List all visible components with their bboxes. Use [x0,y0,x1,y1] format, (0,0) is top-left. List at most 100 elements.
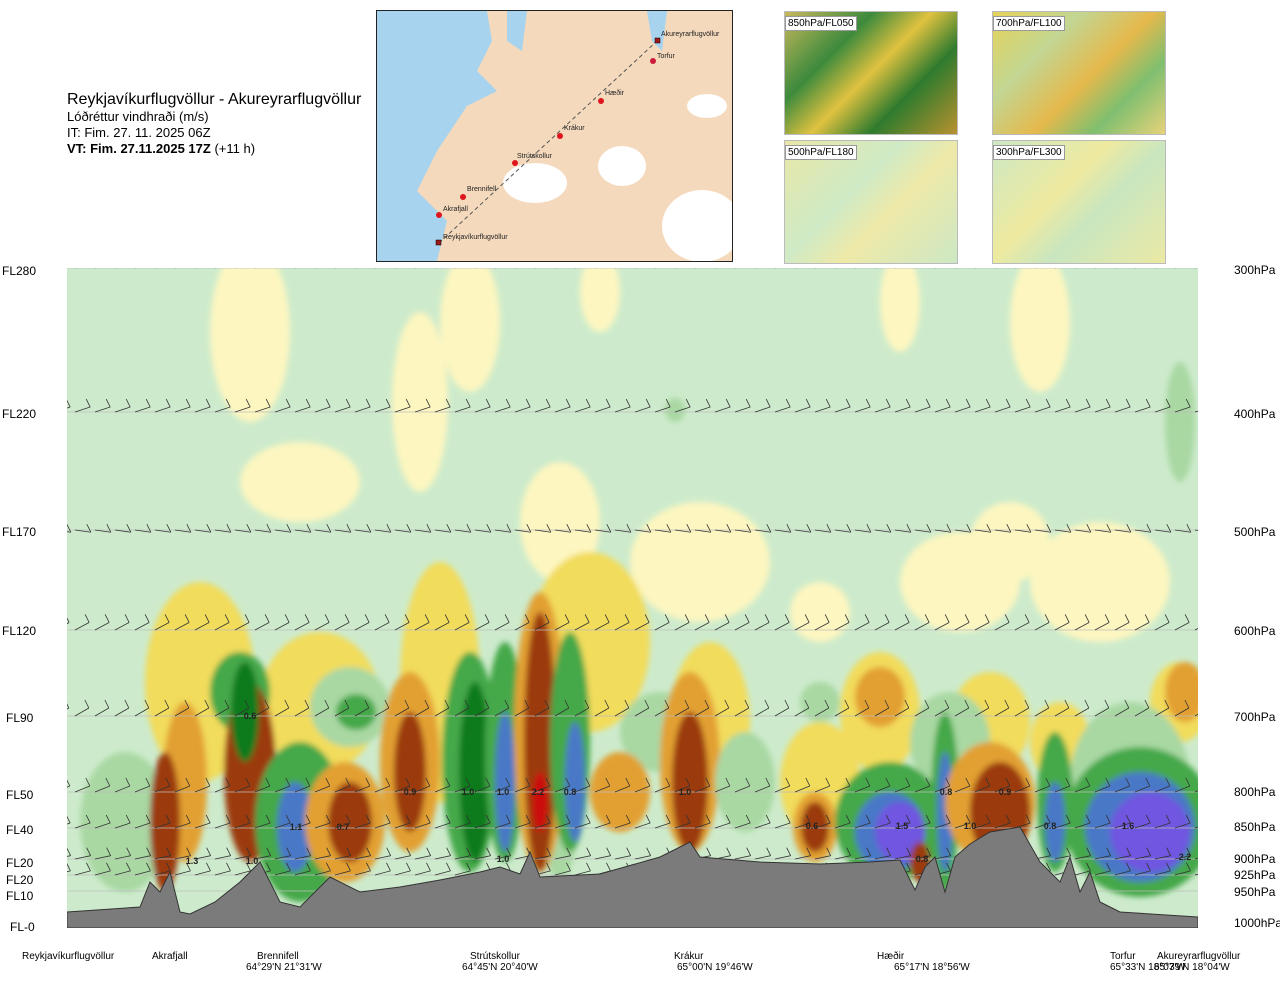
thumbnail-300[interactable]: 300hPa/FL300 [992,140,1166,264]
route-map: Akureyrarflugvöllur Torfur Hæðir Krákur … [376,10,733,262]
wind-barb [834,699,850,717]
wind-barb [974,699,990,717]
wind-barb [614,814,631,829]
wind-barb [1114,699,1130,717]
pressure-label: 400hPa [1234,407,1276,421]
wind-barb [794,847,812,860]
wind-barb [94,524,112,533]
wind-barb [695,268,696,269]
velocity-region [1030,522,1170,642]
wind-barb [114,524,132,533]
wind-barb [1154,614,1170,631]
wind-barb [434,524,452,533]
wind-barb [1014,524,1032,533]
wind-barb [674,777,691,793]
cross-section-chart: 0.6 1.3 1.0 1.1 0.7 0.9 1.0 1.0 2.2 0.8 1.0 0.6 1.5 0… [67,268,1198,928]
wind-barb [354,814,371,829]
wind-barb [674,699,690,717]
wind-barb [635,268,636,269]
vertical-velocity-field [67,268,1198,928]
wind-barb [354,847,372,860]
wind-barb [854,524,872,533]
thumbnail-500[interactable]: 500hPa/FL180 [784,140,958,264]
wind-barb [994,814,1011,829]
wind-barb [194,862,211,876]
wind-barb [754,699,770,717]
wind-barb [194,524,212,533]
wind-barb [854,814,871,829]
fl-label: FL170 [2,525,37,539]
wind-barb [74,862,91,876]
wind-barb [474,814,491,829]
wind-barb [134,524,152,533]
wind-barb [1034,699,1050,717]
wind-barb [234,847,252,860]
wind-barb [114,847,132,860]
wind-barb [134,398,151,413]
valid-time-bold: VT: Fim. 27.11.2025 17Z [67,141,211,156]
wind-barb [1095,268,1096,269]
wind-barb [554,777,571,793]
fl-label: FL10 [6,889,34,903]
wind-barb [255,268,256,269]
wind-barb [614,398,631,413]
velocity-region [665,398,685,422]
wind-barb [1034,524,1052,533]
thumbnail-label: 300hPa/FL300 [993,145,1065,160]
wind-barb [1074,777,1091,793]
wind-barb [67,815,71,825]
wind-barb [714,699,730,717]
wind-barb [1175,268,1176,269]
wind-barb [235,268,236,269]
wind-barb [335,268,336,269]
wind-barb [194,614,210,631]
wind-barb [274,699,290,717]
wind-barb [254,847,272,860]
wind-barb [1054,777,1071,793]
wind-barb [1174,524,1192,533]
wind-barb [1154,847,1172,860]
wind-barb [1174,699,1190,717]
wind-barb [114,777,131,793]
velocity-region [630,502,770,622]
wind-barb [154,699,170,717]
velocity-region [1165,662,1198,722]
wind-barb [1074,862,1091,876]
wind-barb [134,699,150,717]
wind-barb [514,398,531,413]
wind-barb [194,814,211,829]
wind-barb [694,524,712,533]
thumbnail-700[interactable]: 700hPa/FL100 [992,11,1166,135]
wind-barb [534,398,551,413]
pressure-label: 925hPa [1234,868,1276,882]
wind-barb [74,777,91,793]
wind-barb [935,268,936,269]
wind-barb [874,699,890,717]
wind-barb [1015,268,1016,269]
wind-barb [1134,777,1151,793]
wind-barb [274,847,292,860]
wind-barb [934,777,951,793]
thumbnail-850[interactable]: 850hPa/FL050 [784,11,958,135]
wind-barb [514,524,532,533]
wind-barb [914,777,931,793]
wind-barb [234,862,251,876]
wind-barb [334,814,351,829]
wind-barb [554,862,571,876]
wind-barb [1154,814,1171,829]
contour-value: 1.5 [896,821,909,831]
wind-barb [374,814,391,829]
wind-barb [1074,524,1092,533]
wind-barb [474,614,490,631]
wind-barb [334,614,350,631]
wind-barb [794,777,811,793]
wind-barb [454,814,471,829]
wind-barb [214,398,231,413]
wind-barb [994,398,1011,413]
wind-barb [414,777,431,793]
wind-barb [915,268,916,269]
wind-barb [454,862,471,876]
wind-barb [554,814,571,829]
wind-barb [314,699,330,717]
velocity-region [855,667,905,727]
